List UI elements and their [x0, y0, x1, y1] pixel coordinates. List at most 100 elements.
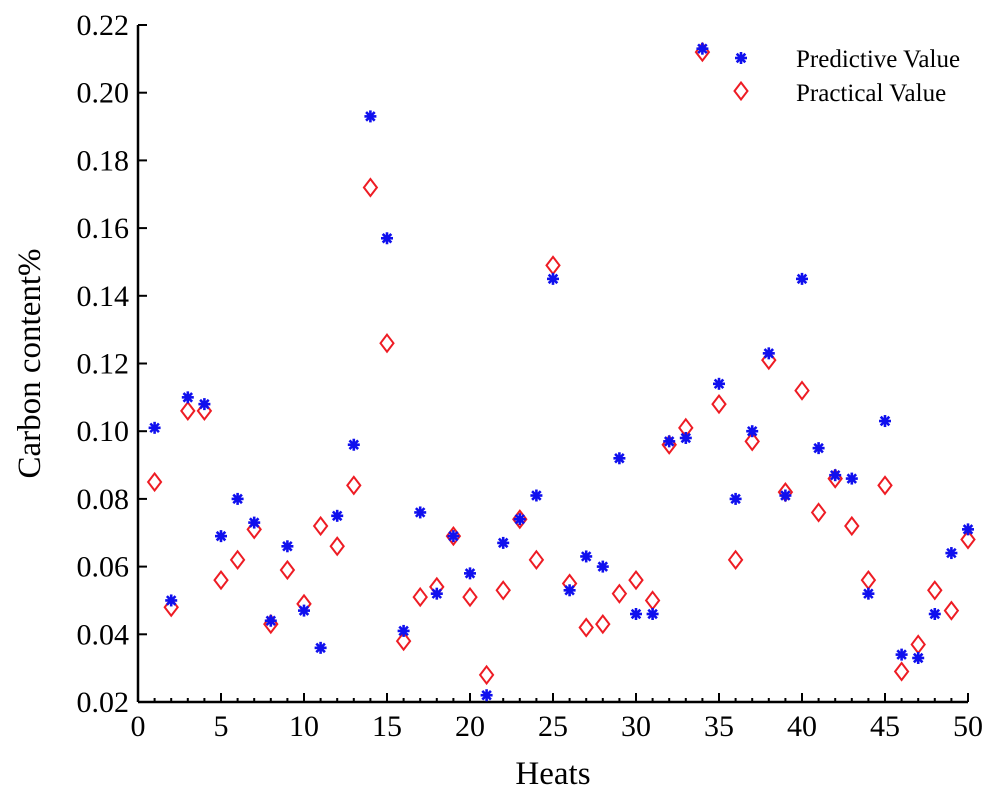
predictive-value-point: [796, 272, 808, 285]
predictive-value-point: [430, 587, 443, 600]
legend-marker-diamond: [733, 80, 749, 102]
predictive-value-point: [414, 506, 427, 519]
legend-label-predictive: Predictive Value: [796, 46, 960, 73]
y-tick-label: 0.08: [77, 483, 130, 516]
predictive-value-point: [563, 584, 576, 597]
predictive-value-point: [381, 232, 393, 245]
x-tick-label: 40: [787, 710, 817, 743]
practical-value-point: [312, 515, 329, 537]
practical-value-point: [395, 630, 412, 652]
predictive-value-point: [613, 452, 626, 465]
x-tick-label: 20: [455, 710, 485, 743]
practical-value-point: [794, 380, 810, 401]
practical-value-point: [180, 400, 196, 422]
predictive-value-point: [530, 489, 543, 502]
practical-value-point: [412, 586, 428, 608]
predictive-value-point: [215, 530, 227, 543]
predictive-value-point: [696, 42, 709, 55]
series-practical-value: [146, 41, 976, 686]
practical-value-point: [545, 255, 561, 276]
practical-value-point: [727, 549, 744, 570]
predictive-value-point: [480, 689, 493, 702]
predictive-value-point: [928, 607, 941, 620]
y-tick-label: 0.02: [77, 686, 130, 719]
axes: [136, 25, 968, 704]
practical-value-point: [711, 393, 727, 415]
predictive-value-point: [248, 516, 261, 529]
predictive-value-point: [198, 398, 211, 411]
legend-item-practical: Practical Value: [733, 80, 946, 107]
y-axis-title: Carbon content%: [12, 248, 48, 478]
predictive-value-point: [646, 607, 659, 620]
predictive-value-point: [580, 550, 593, 563]
y-tick-label: 0.04: [77, 618, 130, 651]
y-ticks: 0.02 0.04 0.06 0.08 0.10 0.12 0.14 0.16 0.18 0.20…: [77, 9, 147, 719]
practical-value-point: [362, 177, 379, 198]
predictive-value-point: [596, 560, 609, 573]
x-tick-label: 5: [214, 710, 229, 743]
x-tick-label: 25: [538, 710, 568, 743]
predictive-value-point: [663, 435, 676, 448]
practical-value-point: [462, 586, 478, 608]
predictive-value-point: [630, 607, 642, 620]
predictive-value-point: [729, 492, 742, 505]
predictive-value-point: [879, 415, 891, 428]
y-tick-label: 0.22: [77, 9, 130, 42]
predictive-value-point: [397, 624, 410, 637]
predictive-value-point: [231, 492, 244, 505]
predictive-value-point: [945, 547, 958, 560]
predictive-value-point: [779, 489, 792, 502]
x-tick-label: 15: [372, 710, 402, 743]
practical-value-point: [960, 529, 976, 550]
predictive-value-point: [762, 347, 775, 360]
practical-value-point: [495, 580, 511, 601]
practical-value-point: [578, 617, 594, 638]
predictive-value-point: [281, 540, 294, 553]
predictive-value-point: [513, 513, 526, 526]
practical-value-point: [628, 569, 644, 591]
practical-value-point: [744, 431, 760, 452]
practical-value-point: [844, 515, 860, 537]
practical-value-point: [213, 569, 229, 591]
practical-value-point: [329, 536, 345, 557]
predictive-value-point: [181, 391, 194, 404]
predictive-value-point: [464, 567, 476, 580]
predictive-value-point: [547, 272, 559, 285]
x-tick-label: 30: [621, 710, 651, 743]
x-tick-label: 45: [870, 710, 900, 743]
predictive-value-point: [812, 442, 825, 455]
practical-value-point: [943, 600, 960, 621]
predictive-value-point: [298, 604, 310, 617]
predictive-value-point: [497, 536, 510, 549]
series-predictive-value: [148, 42, 974, 702]
predictive-value-point: [331, 509, 344, 522]
y-tick-label: 0.16: [77, 212, 130, 245]
predictive-value-point: [895, 648, 908, 661]
legend-marker-asterisk: [735, 52, 747, 64]
x-tick-label: 50: [953, 710, 983, 743]
predictive-value-point: [962, 523, 974, 536]
y-tick-label: 0.18: [77, 144, 130, 177]
practical-value-point: [279, 559, 296, 581]
y-tick-label: 0.12: [77, 348, 130, 381]
y-tick-label: 0.14: [77, 280, 130, 313]
legend-item-predictive: Predictive Value: [735, 46, 960, 73]
practical-value-point: [146, 471, 163, 493]
predictive-value-point: [845, 472, 858, 485]
legend: Predictive Value Practical Value: [733, 46, 960, 107]
predictive-value-point: [364, 110, 377, 123]
practical-value-point: [877, 475, 893, 496]
x-tick-label: 0: [131, 710, 146, 743]
predictive-value-point: [829, 469, 842, 482]
practical-value-point: [860, 569, 877, 591]
practical-value-point: [810, 502, 827, 523]
predictive-value-point: [347, 438, 360, 451]
predictive-value-point: [148, 421, 161, 434]
y-tick-label: 0.20: [77, 77, 130, 110]
x-ticks: 0 5 10 15 20 25 30 35 40 45 50: [131, 693, 983, 743]
x-axis-title: Heats: [515, 756, 590, 792]
predictive-value-point: [165, 594, 178, 607]
predictive-value-point: [713, 377, 725, 390]
x-tick-label: 10: [289, 710, 319, 743]
predictive-value-point: [264, 614, 277, 627]
